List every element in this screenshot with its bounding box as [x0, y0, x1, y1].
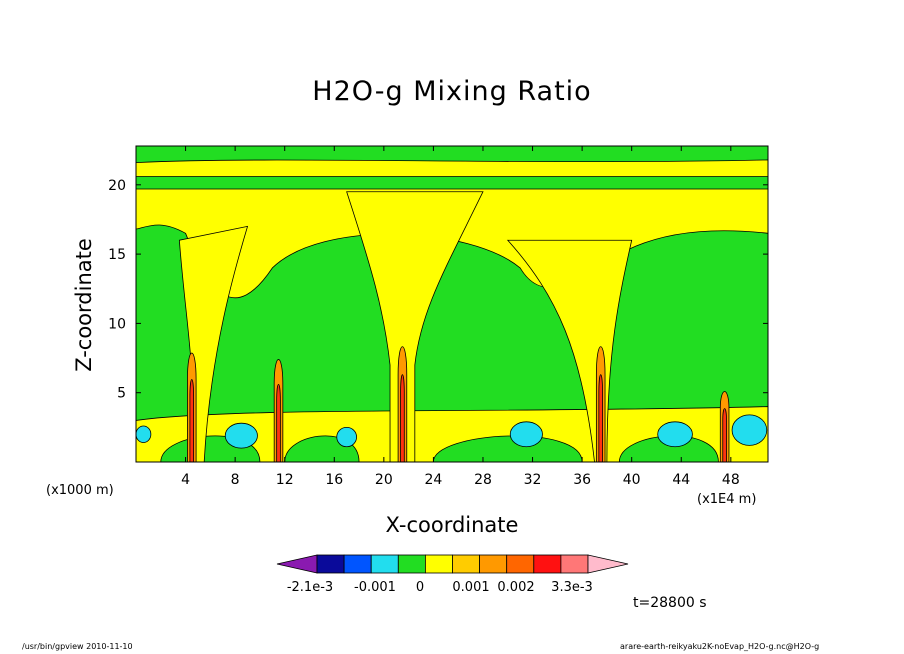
colorbar-extend-low — [276, 554, 318, 574]
colorbar-swatch — [479, 554, 508, 574]
x-tick-label: 28 — [474, 472, 492, 488]
x-tick-label: 4 — [181, 472, 190, 488]
colorbar-extend-high — [587, 554, 629, 574]
y-tick-label: 10 — [108, 316, 126, 332]
field-column-core — [598, 374, 603, 462]
field-column-core — [400, 374, 405, 462]
plot-frame — [135, 145, 769, 463]
field-cyan-pocket — [657, 421, 693, 448]
colorbar-swatch — [560, 554, 589, 574]
field-cyan-pocket — [224, 422, 258, 449]
colorbar-swatch — [506, 554, 535, 574]
colorbar-swatch — [397, 554, 426, 574]
field-cyan-pocket — [731, 414, 768, 446]
colorbar-label: 0 — [416, 580, 424, 595]
x-tick-label: 16 — [325, 472, 343, 488]
field-cyan-pocket — [336, 426, 357, 448]
y-tick-label: 20 — [108, 178, 126, 194]
field-column-core — [722, 408, 727, 462]
colorbar-swatch — [343, 554, 372, 574]
y-tick-label: 15 — [108, 247, 126, 263]
x-tick-label: 40 — [623, 472, 641, 488]
x-tick-label: 44 — [672, 472, 690, 488]
x-axis-unit-right: (x1E4 m) — [697, 492, 757, 507]
colorbar-swatch — [533, 554, 562, 574]
x-tick-label: 48 — [722, 472, 740, 488]
footer-right: arare-earth-reikyaku2K-noEvap_H2O-g.nc@H… — [620, 642, 820, 651]
x-tick-label: 12 — [276, 472, 294, 488]
field-column-core — [189, 379, 195, 462]
footer-left: /usr/bin/gpview 2010-11-10 — [22, 642, 133, 651]
colorbar-label: -2.1e-3 — [287, 580, 333, 595]
y-tick-label: 5 — [117, 386, 126, 402]
chart-title: H2O-g Mixing Ratio — [312, 76, 592, 107]
colorbar-label: 0.002 — [497, 580, 534, 595]
colorbar-swatch — [452, 554, 481, 574]
x-tick-label: 36 — [573, 472, 591, 488]
colorbar-label: -0.001 — [354, 580, 396, 595]
x-tick-label: 32 — [524, 472, 542, 488]
field-top-strip — [136, 159, 768, 177]
x-tick-label: 24 — [424, 472, 442, 488]
colorbar-label: 3.3e-3 — [551, 580, 593, 595]
field-column-core — [276, 383, 281, 462]
field-cyan-pocket — [509, 421, 543, 448]
colorbar-label: 0.001 — [452, 580, 489, 595]
field-cyan-pocket — [136, 425, 152, 443]
time-label: t=28800 s — [633, 595, 707, 611]
x-axis-label: X-coordinate — [385, 513, 519, 537]
x-tick-label: 8 — [231, 472, 240, 488]
field-central-funnel — [346, 191, 484, 462]
colorbar-swatch — [424, 554, 453, 574]
field-layer — [136, 146, 768, 462]
colorbar-swatch — [370, 554, 399, 574]
x-tick-label: 20 — [375, 472, 393, 488]
colorbar-swatch — [316, 554, 345, 574]
x-axis-unit-left: (x1000 m) — [46, 483, 114, 498]
